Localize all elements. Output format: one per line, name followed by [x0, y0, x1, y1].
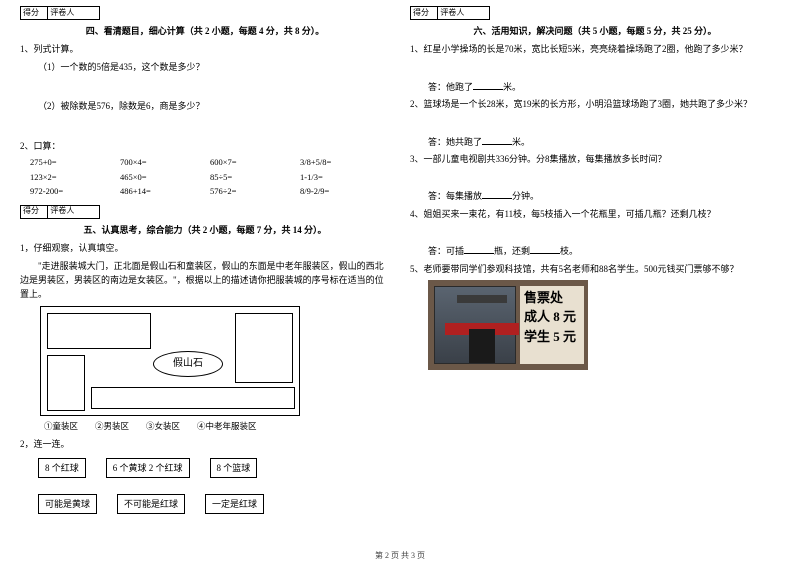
calc-cell: 275+0= [30, 156, 120, 170]
map-room-left [47, 355, 85, 411]
calc-cell: 8/9-2/9= [300, 185, 390, 199]
calc-cell: 972-200= [30, 185, 120, 199]
calc-grid: 275+0= 700×4= 600×7= 3/8+5/8= 123×2= 465… [30, 156, 390, 199]
calc-cell: 486+14= [120, 185, 210, 199]
calc-cell: 3/8+5/8= [300, 156, 390, 170]
calc-cell: 576÷2= [210, 185, 300, 199]
grader-label: 评卷人 [48, 7, 99, 19]
link-box: 不可能是红球 [117, 494, 185, 514]
page-footer: 第 2 页 共 3 页 [0, 550, 800, 561]
q5-desc: "走进服装城大门，正北面是假山石和童装区，假山的东面是中老年服装区，假山的西北边… [20, 259, 390, 302]
q6-2: 2、篮球场是一个长28米，宽19米的长方形，小明沿篮球场跑了3圈，她共跑了多少米… [410, 97, 780, 111]
score-box-4: 得分 评卷人 [20, 6, 100, 20]
q4-1a: （1）一个数的5倍是435，这个数是多少？ [20, 60, 390, 74]
ans-suffix: 分钟。 [512, 191, 539, 201]
ticket-line3: 学生 5 元 [524, 327, 580, 347]
ans-prefix: 答：他跑了 [428, 82, 473, 92]
building-door [469, 329, 495, 363]
q5-1: 1，仔细观察，认真填空。 [20, 241, 390, 255]
a6-4: 答：可插 瓶，还剩 枝。 [410, 244, 780, 258]
section-5-title: 五、认真思考，综合能力（共 2 小题，每题 7 分，共 14 分）。 [20, 223, 390, 237]
blank [464, 244, 494, 254]
calc-cell: 600×7= [210, 156, 300, 170]
blank [482, 189, 512, 199]
q6-1: 1、红星小学操场的长是70米，宽比长短5米，亮亮绕着操场跑了2圈，他跑了多少米？ [410, 42, 780, 56]
map-room-top [47, 313, 151, 349]
ans-suffix: 米。 [512, 137, 530, 147]
a6-1: 答：他跑了 米。 [410, 80, 780, 94]
q6-3: 3、一部儿童电视剧共336分钟。分8集播放，每集播放多长时间？ [410, 152, 780, 166]
right-column: 得分 评卷人 六、活用知识，解决问题（共 5 小题，每题 5 分，共 25 分）… [410, 6, 780, 545]
a6-2: 答：她共跑了 米。 [410, 135, 780, 149]
q6-5: 5、老师要带同学们参观科技馆，共有5名老师和88名学生。500元钱买门票够不够？ [410, 262, 780, 276]
blank [482, 135, 512, 145]
ans-suffix: 枝。 [560, 246, 578, 256]
q5-2: 2，连一连。 [20, 437, 390, 451]
link-box: 8 个篮球 [210, 458, 258, 478]
ans-mid: 瓶，还剩 [494, 246, 530, 256]
q4-1: 1、列式计算。 [20, 42, 390, 56]
ticket-line2: 成人 8 元 [524, 307, 580, 327]
score-box-6: 得分 评卷人 [410, 6, 490, 20]
q4-2: 2、口算： [20, 139, 390, 153]
left-column: 得分 评卷人 四、看清题目，细心计算（共 2 小题，每题 4 分，共 8 分）。… [20, 6, 390, 545]
calc-cell: 85÷5= [210, 171, 300, 185]
ticket-image: 售票处 成人 8 元 学生 5 元 [428, 280, 588, 370]
link-row-top: 8 个红球 6 个黄球 2 个红球 8 个篮球 [38, 458, 390, 478]
map-options: ①童装区 ②男装区 ③女装区 ④中老年服装区 [44, 420, 390, 434]
calc-cell: 1-1/3= [300, 171, 390, 185]
link-box: 可能是黄球 [38, 494, 97, 514]
link-box: 一定是红球 [205, 494, 264, 514]
ticket-price-panel: 售票处 成人 8 元 学生 5 元 [520, 286, 584, 364]
section-6-title: 六、活用知识，解决问题（共 5 小题，每题 5 分，共 25 分）。 [410, 24, 780, 38]
ans-prefix: 答：可插 [428, 246, 464, 256]
ans-prefix: 答：她共跑了 [428, 137, 482, 147]
q4-1b: （2）被除数是576，除数是6，商是多少？ [20, 99, 390, 113]
score-box-5: 得分 评卷人 [20, 205, 100, 219]
grader-label: 评卷人 [438, 7, 489, 19]
section-4-title: 四、看清题目，细心计算（共 2 小题，每题 4 分，共 8 分）。 [20, 24, 390, 38]
ans-suffix: 米。 [503, 82, 521, 92]
ticket-line1: 售票处 [524, 288, 580, 308]
score-label: 得分 [21, 7, 48, 19]
calc-cell: 700×4= [120, 156, 210, 170]
rock-label: 假山石 [153, 351, 223, 377]
ans-prefix: 答：每集播放 [428, 191, 482, 201]
map-room-right [235, 313, 293, 383]
a6-3: 答：每集播放 分钟。 [410, 189, 780, 203]
blank [473, 80, 503, 90]
link-row-bottom: 可能是黄球 不可能是红球 一定是红球 [38, 494, 390, 514]
blank [530, 244, 560, 254]
q6-4: 4、姐姐买来一束花，有11枝，每5枝插入一个花瓶里，可插几瓶？还剩几枝？ [410, 207, 780, 221]
score-label: 得分 [411, 7, 438, 19]
layout-map: 假山石 [40, 306, 300, 416]
ticket-building [434, 286, 516, 364]
link-box: 6 个黄球 2 个红球 [106, 458, 190, 478]
calc-cell: 465×0= [120, 171, 210, 185]
grader-label: 评卷人 [48, 206, 99, 218]
link-box: 8 个红球 [38, 458, 86, 478]
map-room-bottom [91, 387, 295, 409]
building-sign [457, 295, 507, 303]
score-label: 得分 [21, 206, 48, 218]
calc-cell: 123×2= [30, 171, 120, 185]
